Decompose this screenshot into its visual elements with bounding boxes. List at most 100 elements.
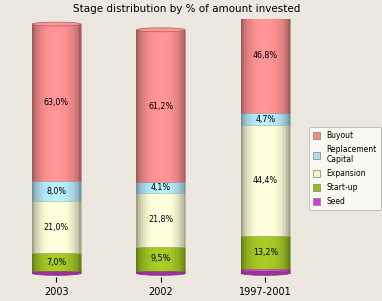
Bar (79, 24, 81, 181)
Bar (241, 0, 243, 113)
Bar (60, 253, 61, 271)
Bar (57, 181, 58, 201)
Bar (73, 201, 74, 253)
Bar (140, 193, 141, 247)
Bar (53, 253, 55, 271)
Bar (275, 0, 277, 113)
Ellipse shape (241, 272, 290, 275)
Bar (246, 113, 248, 125)
Bar (182, 182, 184, 193)
Bar (184, 193, 185, 247)
Bar (177, 30, 179, 182)
Bar (283, 236, 285, 268)
Bar (48, 253, 50, 271)
Bar (32, 271, 34, 273)
Bar (35, 181, 37, 201)
Bar (70, 253, 71, 271)
Bar (167, 193, 169, 247)
Bar (143, 247, 145, 271)
Bar (44, 253, 45, 271)
Bar (182, 30, 184, 182)
Bar (58, 24, 60, 181)
Bar (79, 271, 81, 273)
Bar (248, 125, 249, 236)
Bar (246, 125, 248, 236)
Bar (47, 271, 48, 273)
Bar (285, 113, 286, 125)
Bar (146, 182, 148, 193)
Bar (248, 113, 249, 125)
Bar (169, 247, 171, 271)
Bar (180, 193, 182, 247)
Bar (42, 24, 44, 181)
Bar (259, 125, 261, 236)
Bar (32, 201, 34, 253)
Bar (40, 24, 42, 181)
Bar (253, 0, 254, 113)
Bar (68, 24, 70, 181)
Bar (270, 268, 272, 273)
Bar (53, 181, 55, 201)
Bar (156, 182, 158, 193)
Bar (32, 181, 34, 201)
Bar (55, 24, 57, 181)
Bar (153, 193, 154, 247)
Bar (246, 268, 248, 273)
Bar (55, 271, 57, 273)
Bar (141, 193, 143, 247)
Bar (282, 0, 283, 113)
Bar (278, 268, 280, 273)
Text: 61,2%: 61,2% (148, 102, 173, 110)
Bar (254, 125, 256, 236)
Bar (267, 236, 269, 268)
Bar (264, 268, 265, 273)
Bar (282, 268, 283, 273)
Bar (286, 0, 288, 113)
Bar (39, 24, 40, 181)
Bar (179, 271, 180, 273)
Bar (58, 181, 60, 201)
Ellipse shape (32, 272, 81, 275)
Bar (251, 113, 253, 125)
Bar (146, 193, 148, 247)
Bar (241, 268, 243, 273)
Bar (66, 271, 68, 273)
Bar (162, 182, 164, 193)
Bar (280, 0, 282, 113)
Bar (63, 201, 65, 253)
Bar (34, 271, 35, 273)
Bar (182, 247, 184, 271)
Bar (257, 268, 259, 273)
Bar (148, 182, 149, 193)
Bar (177, 247, 179, 271)
Bar (272, 0, 274, 113)
Bar (55, 201, 57, 253)
Bar (262, 125, 264, 236)
Bar (180, 271, 182, 273)
Text: 44,4%: 44,4% (253, 176, 278, 185)
Bar (253, 268, 254, 273)
Bar (241, 113, 243, 125)
Bar (145, 182, 146, 193)
Bar (164, 193, 166, 247)
Bar (285, 268, 286, 273)
Bar (264, 236, 265, 268)
Bar (73, 24, 74, 181)
Bar (34, 253, 35, 271)
Bar (53, 271, 55, 273)
Bar (278, 125, 280, 236)
Bar (175, 271, 177, 273)
Bar (243, 0, 244, 113)
Bar (161, 182, 162, 193)
Bar (71, 253, 73, 271)
Bar (274, 268, 275, 273)
Bar (65, 181, 66, 201)
Bar (68, 253, 70, 271)
Bar (79, 253, 81, 271)
Bar (262, 0, 264, 113)
Bar (283, 113, 285, 125)
Text: 7,0%: 7,0% (46, 258, 66, 267)
Bar (288, 113, 290, 125)
Bar (48, 201, 50, 253)
Bar (277, 0, 278, 113)
